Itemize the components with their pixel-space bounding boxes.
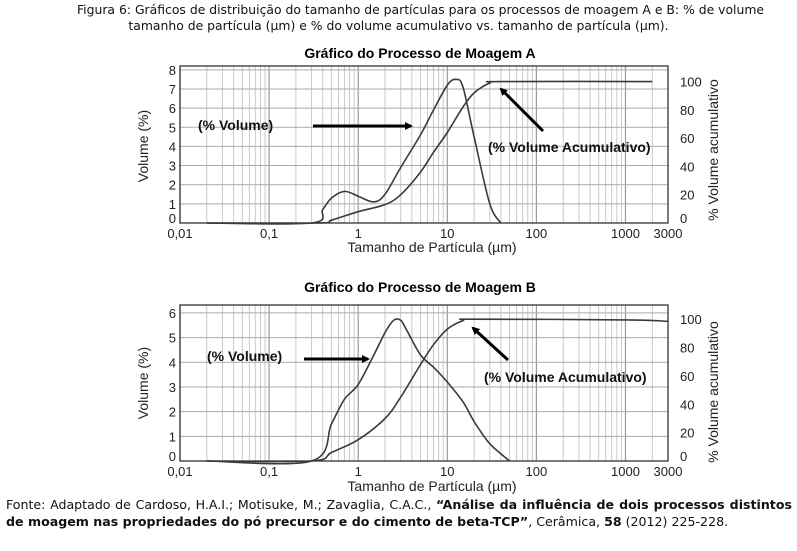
y-right-tick-label: 20 xyxy=(680,188,694,203)
chart-title: Gráfico do Processo de Moagem A xyxy=(304,45,535,61)
y-tick-label: 6 xyxy=(169,101,176,116)
x-tick-label: 1000 xyxy=(611,464,640,479)
source-title: “Análise da influência de dois processos… xyxy=(6,497,792,529)
y-tick-label: 0 xyxy=(169,449,176,464)
y-right-tick-label: 100 xyxy=(680,75,702,90)
y-tick-label: 7 xyxy=(169,82,176,97)
series-volume-line xyxy=(206,78,502,225)
x-axis-label: Tamanho de Partícula (µm) xyxy=(347,478,516,494)
y-tick-label: 5 xyxy=(169,331,176,346)
y-right-axis-label: % Volume acumulativo xyxy=(705,79,721,221)
y-right-tick-label: 80 xyxy=(680,341,694,356)
y-tick-label: 5 xyxy=(169,120,176,135)
series-cumulative-line xyxy=(206,80,653,225)
x-tick-label: 3000 xyxy=(654,464,683,479)
y-right-tick-label: 80 xyxy=(680,103,694,118)
y-right-tick-label: 0 xyxy=(680,449,687,464)
x-tick-label: 0,01 xyxy=(167,464,192,479)
x-tick-label: 100 xyxy=(526,226,548,241)
y-right-tick-label: 40 xyxy=(680,397,694,412)
y-right-tick-label: 60 xyxy=(680,131,694,146)
annotation-volume: (% Volume) xyxy=(198,117,273,133)
y-tick-label: 0 xyxy=(169,211,176,226)
source-rest: (2012) 225-228. xyxy=(621,514,729,529)
series-volume-line xyxy=(206,318,511,465)
chart-b: Gráfico do Processo de Moagem B 0,01 0,1 1 1… xyxy=(135,279,721,494)
caption-line-1: Figura 6: Gráficos de distribuição do ta… xyxy=(76,2,765,17)
x-tick-label: 10 xyxy=(440,464,454,479)
y-tick-label: 2 xyxy=(169,405,176,420)
y-tick-label: 3 xyxy=(169,380,176,395)
plot-frame xyxy=(179,304,669,462)
y-right-tick-label: 0 xyxy=(680,211,687,226)
x-tick-label: 0,01 xyxy=(167,226,192,241)
y-tick-label: 8 xyxy=(169,63,176,78)
annotation-cumulative: (% Volume Acumulativo) xyxy=(488,139,651,155)
y-right-tick-label: 60 xyxy=(680,369,694,384)
y-axis-label: Volume (%) xyxy=(135,110,151,182)
figure-caption: Figura 6: Gráficos de distribuição do ta… xyxy=(0,2,797,34)
y-right-tick-label: 100 xyxy=(680,312,702,327)
annotation-cumulative: (% Volume Acumulativo) xyxy=(484,369,647,385)
source-volume: 58 xyxy=(604,514,622,529)
annotation-volume: (% Volume) xyxy=(207,348,282,364)
y-tick-label: 1 xyxy=(169,429,176,444)
source-journal: , Cerâmica, xyxy=(528,514,605,529)
arrow-cumulative xyxy=(471,326,510,362)
y-right-tick-label: 20 xyxy=(680,426,694,441)
series-cumulative-line xyxy=(206,318,669,463)
x-tick-label: 1 xyxy=(355,464,362,479)
x-tick-label: 100 xyxy=(526,464,548,479)
x-axis-label: Tamanho de Partícula (µm) xyxy=(347,239,516,255)
arrow-cumulative xyxy=(499,87,545,133)
y-right-tick-label: 40 xyxy=(680,159,694,174)
x-tick-label: 0,1 xyxy=(260,226,278,241)
y-tick-label: 3 xyxy=(169,159,176,174)
y-tick-label: 4 xyxy=(169,355,176,370)
y-tick-label: 6 xyxy=(169,306,176,321)
source-prefix: Fonte: Adaptado de Cardoso, H.A.I.; Moti… xyxy=(6,497,436,512)
caption-line-2: tamanho de partícula (µm) e % do volume … xyxy=(128,18,669,33)
chart-a: Gráfico do Processo de Moagem A 0,01 0,1 1 1… xyxy=(135,45,721,255)
plot-frame xyxy=(179,65,669,224)
x-tick-label: 1 xyxy=(355,226,362,241)
x-tick-label: 0,1 xyxy=(260,464,278,479)
y-right-axis-label: % Volume acumulativo xyxy=(705,321,721,463)
x-tick-label: 10 xyxy=(440,226,454,241)
y-tick-label: 1 xyxy=(169,197,176,212)
x-tick-label: 3000 xyxy=(654,226,683,241)
x-tick-label: 1000 xyxy=(611,226,640,241)
y-tick-label: 2 xyxy=(169,178,176,193)
source-citation: Fonte: Adaptado de Cardoso, H.A.I.; Moti… xyxy=(6,496,792,530)
y-tick-label: 4 xyxy=(169,139,176,154)
y-axis-label: Volume (%) xyxy=(135,347,151,419)
chart-title: Gráfico do Processo de Moagem B xyxy=(304,279,536,295)
